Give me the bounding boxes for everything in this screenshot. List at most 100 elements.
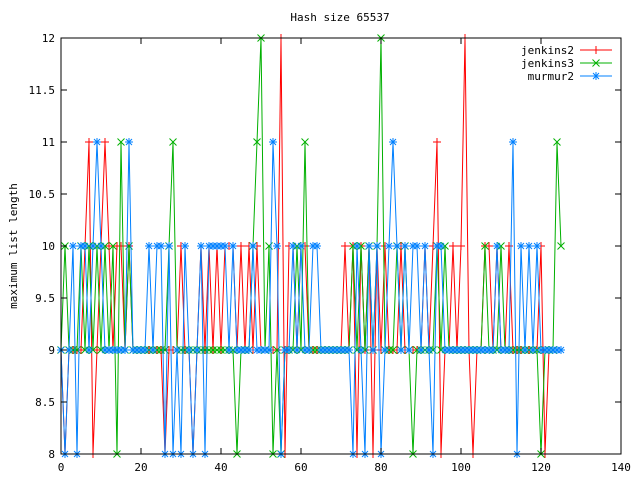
data-point-murmur2 — [225, 346, 233, 354]
data-point-murmur2 — [389, 138, 397, 146]
data-point-jenkins3 — [169, 138, 177, 146]
x-tick-label: 80 — [374, 461, 387, 474]
data-point-murmur2 — [149, 346, 157, 354]
data-point-murmur2 — [489, 346, 497, 354]
data-point-murmur2 — [125, 138, 133, 146]
legend-label: jenkins3 — [521, 57, 574, 70]
y-tick-label: 12 — [42, 32, 55, 45]
data-point-murmur2 — [417, 346, 425, 354]
data-point-jenkins2 — [77, 346, 85, 354]
data-point-murmur2 — [185, 346, 193, 354]
data-point-murmur2 — [157, 242, 165, 250]
x-tick-label: 60 — [294, 461, 307, 474]
chart-title: Hash size 65537 — [290, 11, 389, 24]
data-point-murmur2 — [353, 242, 361, 250]
x-tick-label: 120 — [531, 461, 551, 474]
data-point-jenkins2 — [117, 242, 125, 250]
data-point-murmur2 — [289, 242, 297, 250]
data-point-murmur2 — [421, 242, 429, 250]
data-point-murmur2 — [345, 346, 353, 354]
data-point-murmur2 — [533, 242, 541, 250]
x-tick-label: 100 — [451, 461, 471, 474]
data-point-murmur2 — [357, 346, 365, 354]
x-tick-label: 0 — [58, 461, 65, 474]
data-point-murmur2 — [121, 346, 129, 354]
series-murmur2 — [57, 138, 565, 458]
y-tick-label: 10 — [42, 240, 55, 253]
data-point-murmur2 — [249, 242, 257, 250]
data-point-murmur2 — [93, 138, 101, 146]
data-point-murmur2 — [269, 138, 277, 146]
data-point-murmur2 — [141, 346, 149, 354]
data-point-murmur2 — [425, 346, 433, 354]
data-point-jenkins3 — [301, 138, 309, 146]
data-point-murmur2 — [397, 346, 405, 354]
data-point-murmur2 — [505, 346, 513, 354]
plot-area — [57, 34, 565, 458]
data-point-jenkins3 — [557, 242, 565, 250]
data-point-murmur2 — [193, 346, 201, 354]
data-point-murmur2 — [69, 242, 77, 250]
legend-marker — [592, 46, 600, 54]
data-point-jenkins2 — [85, 138, 93, 146]
data-point-jenkins2 — [237, 242, 245, 250]
y-tick-label: 9.5 — [35, 292, 55, 305]
data-point-jenkins2 — [457, 242, 465, 250]
data-point-murmur2 — [229, 242, 237, 250]
data-point-murmur2 — [381, 346, 389, 354]
data-point-murmur2 — [221, 242, 229, 250]
data-point-murmur2 — [273, 242, 281, 250]
y-tick-label: 10.5 — [29, 188, 56, 201]
legend-label: jenkins2 — [521, 44, 574, 57]
data-point-jenkins2 — [485, 242, 493, 250]
data-point-jenkins2 — [93, 346, 101, 354]
data-point-murmur2 — [313, 242, 321, 250]
data-point-murmur2 — [81, 242, 89, 250]
data-point-murmur2 — [437, 242, 445, 250]
y-tick-label: 8 — [48, 448, 55, 461]
data-point-murmur2 — [557, 346, 565, 354]
data-point-murmur2 — [85, 346, 93, 354]
data-point-jenkins2 — [101, 138, 109, 146]
data-point-murmur2 — [493, 242, 501, 250]
data-point-murmur2 — [305, 346, 313, 354]
data-point-murmur2 — [89, 242, 97, 250]
data-point-murmur2 — [297, 242, 305, 250]
data-point-murmur2 — [525, 242, 533, 250]
y-tick-label: 8.5 — [35, 396, 55, 409]
y-tick-label: 11.5 — [29, 84, 56, 97]
data-point-jenkins2 — [433, 138, 441, 146]
data-point-murmur2 — [373, 242, 381, 250]
data-point-murmur2 — [401, 242, 409, 250]
legend-marker — [592, 72, 600, 80]
data-point-murmur2 — [197, 242, 205, 250]
y-tick-label: 9 — [48, 344, 55, 357]
data-point-jenkins2 — [105, 242, 113, 250]
data-point-murmur2 — [509, 138, 517, 146]
x-tick-label: 20 — [134, 461, 147, 474]
data-point-murmur2 — [265, 346, 273, 354]
data-point-murmur2 — [285, 346, 293, 354]
data-point-jenkins3 — [117, 138, 125, 146]
x-tick-label: 140 — [611, 461, 631, 474]
data-point-murmur2 — [393, 242, 401, 250]
data-point-murmur2 — [173, 346, 181, 354]
data-point-jenkins2 — [449, 242, 457, 250]
data-point-murmur2 — [65, 346, 73, 354]
y-tick-label: 11 — [42, 136, 55, 149]
data-point-murmur2 — [365, 242, 373, 250]
data-point-murmur2 — [369, 346, 377, 354]
data-point-murmur2 — [385, 242, 393, 250]
legend-label: murmur2 — [528, 70, 574, 83]
data-point-murmur2 — [521, 346, 529, 354]
data-point-murmur2 — [293, 346, 301, 354]
data-point-jenkins2 — [341, 242, 349, 250]
data-point-murmur2 — [145, 242, 153, 250]
axis-ticks: 0 20 40 60 80 100 120 140 8 8.5 9 9.5 10 10.5 11 11.5 12 — [29, 32, 631, 474]
data-point-jenkins3 — [389, 346, 397, 354]
data-point-jenkins3 — [253, 138, 261, 146]
data-point-murmur2 — [413, 242, 421, 250]
